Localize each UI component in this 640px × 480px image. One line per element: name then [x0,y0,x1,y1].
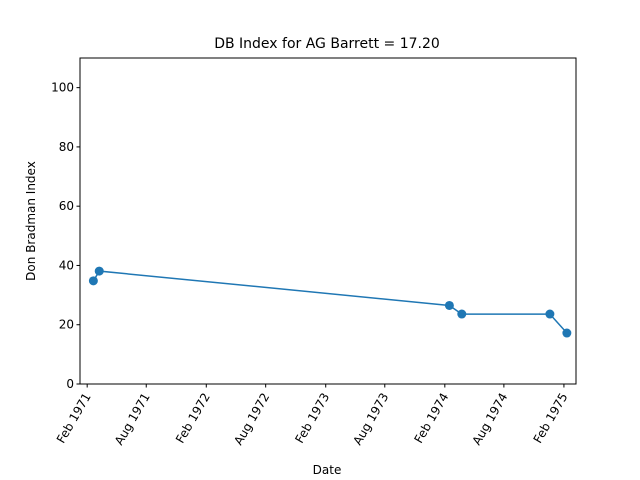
x-tick-label: Aug 1973 [350,391,391,448]
data-point [444,300,454,310]
x-tick-label: Feb 1974 [411,391,451,446]
y-tick-label: 80 [59,140,74,154]
y-tick-label: 40 [59,258,74,272]
x-tick-label: Aug 1974 [469,391,510,448]
data-point [94,266,104,276]
plot-frame [79,57,577,385]
y-axis-label: Don Bradman Index [24,161,38,281]
x-axis-label: Date [313,463,342,477]
data-point [562,328,572,338]
x-tick-label: Feb 1973 [292,391,332,446]
x-tick-label: Feb 1975 [531,391,571,446]
series-line [92,270,568,334]
x-tick-label: Feb 1971 [54,391,94,446]
x-tick-label: Aug 1971 [112,391,153,448]
data-point [88,276,98,286]
x-tick-label: Feb 1972 [173,391,213,446]
data-point [545,309,555,319]
x-tick-label: Aug 1972 [231,391,272,448]
y-tick-label: 60 [59,199,74,213]
chart-title: DB Index for AG Barrett = 17.20 [214,36,440,52]
y-tick-label: 0 [66,377,74,391]
y-tick-label: 20 [59,318,74,332]
y-tick-label: 100 [51,81,74,95]
data-point [457,309,467,319]
